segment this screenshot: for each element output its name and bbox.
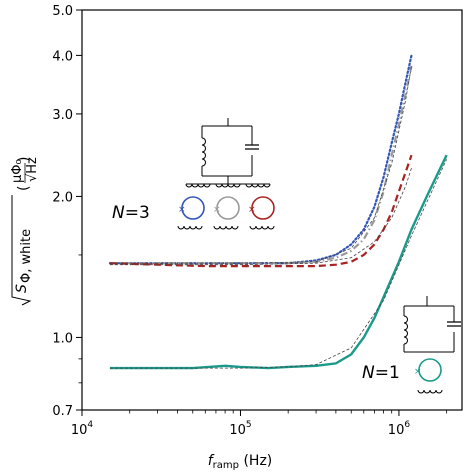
y-axis-label: S Φ, white ( μΦ₀ √Hz ) bbox=[10, 157, 40, 306]
x-axis-label-unit: (Hz) bbox=[239, 453, 272, 469]
annotation-n3-rest: =3 bbox=[125, 203, 150, 223]
y-axis-label-unit-den: √Hz bbox=[25, 157, 40, 182]
fit-curve-2 bbox=[109, 159, 447, 369]
circuit-inset-n3: × × × bbox=[177, 118, 275, 230]
y-axis-paren-close: ) bbox=[16, 157, 32, 162]
x-tick-label-exp: 5 bbox=[246, 420, 252, 430]
readout-coil bbox=[417, 389, 443, 394]
axes-frame bbox=[81, 9, 463, 411]
series-line-2 bbox=[109, 154, 413, 268]
y-axis-label-unit-num: μΦ₀ bbox=[10, 159, 25, 183]
x-tick-label: 104 bbox=[71, 420, 94, 438]
circuit-wires bbox=[186, 125, 270, 185]
x-tick-label: 106 bbox=[388, 420, 411, 438]
x-axis-label: framp (Hz) bbox=[208, 453, 273, 471]
loop-circle-0 bbox=[181, 196, 205, 220]
coupling-coil bbox=[185, 183, 211, 188]
coupling-coil bbox=[245, 183, 271, 188]
y-tick-label: 2.0 bbox=[52, 190, 73, 205]
circuit-wires bbox=[403, 296, 455, 353]
x-axis-label-sub: ramp bbox=[213, 460, 239, 471]
y-tick-label: 0.7 bbox=[52, 404, 73, 419]
annotation-n3-var: N bbox=[112, 203, 125, 223]
y-axis-paren-open: ( bbox=[16, 186, 32, 191]
annotation-n1-var: N bbox=[362, 363, 375, 383]
x-tick-label: 105 bbox=[229, 420, 251, 438]
junction-mark-icon: × bbox=[414, 367, 422, 377]
inductor-coil bbox=[201, 137, 206, 167]
circuit-inset-n1: × bbox=[403, 296, 461, 394]
x-tick-label-exp: 4 bbox=[87, 420, 93, 430]
annotation-n3: N=3 bbox=[112, 203, 150, 223]
coupling-coil bbox=[215, 183, 241, 188]
loop-circle-teal bbox=[418, 358, 442, 382]
sqrt-sign bbox=[11, 195, 32, 306]
annotation-n1: N=1 bbox=[362, 363, 400, 383]
x-tick-label-exp: 6 bbox=[404, 420, 410, 430]
readout-coil bbox=[249, 225, 275, 230]
y-tick-label: 5.0 bbox=[52, 4, 73, 19]
x-tick-label-base: 10 bbox=[229, 423, 246, 438]
fit-curve-0 bbox=[109, 65, 412, 264]
annotation-n1-rest: =1 bbox=[375, 363, 400, 383]
fit-curve-1 bbox=[109, 167, 412, 266]
readout-coil bbox=[213, 225, 239, 230]
y-axis-label-symbol: S bbox=[14, 284, 30, 293]
capacitor bbox=[447, 321, 461, 327]
readout-coil bbox=[177, 225, 203, 230]
y-axis-label-sub: Φ, white bbox=[19, 229, 34, 283]
y-tick-label: 1.0 bbox=[52, 331, 73, 346]
junction-mark-icon: × bbox=[248, 205, 256, 215]
x-tick-label-base: 10 bbox=[388, 423, 405, 438]
inductor-coil bbox=[403, 315, 408, 345]
y-tick-label: 3.0 bbox=[52, 108, 73, 123]
capacitor bbox=[245, 144, 259, 150]
loop-circle-1 bbox=[216, 196, 240, 220]
y-tick-label: 4.0 bbox=[52, 49, 73, 64]
loop-circle-2 bbox=[251, 196, 275, 220]
x-tick-label-base: 10 bbox=[71, 423, 88, 438]
junction-mark-icon: × bbox=[178, 205, 186, 215]
plot-area: × × ×× 104 105 106 0.71.02.03.04.05.0 bbox=[52, 4, 463, 438]
junction-mark-icon: × bbox=[213, 205, 221, 215]
x-axis-label-main: f bbox=[208, 453, 215, 469]
